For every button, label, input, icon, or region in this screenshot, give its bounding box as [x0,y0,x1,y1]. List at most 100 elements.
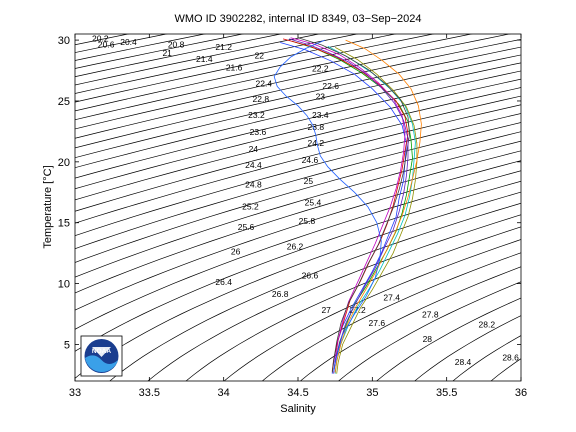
y-tick-label-5: 30 [58,35,70,47]
isopycnal-label-38: 28 [423,334,433,344]
x-tick-label-6: 36 [515,387,527,399]
isopycnal-label-39: 28.2 [479,319,496,329]
profile-line-9 [273,39,382,372]
isopycnal-label-7: 21.6 [226,63,243,73]
isopycnal-label-20: 24.4 [245,160,262,170]
isopycnal-label-22: 24.8 [245,179,262,189]
isopycnal-line-35 [337,281,521,381]
isopycnal-line-25 [75,160,521,311]
isopycnal-label-33: 27 [321,305,331,315]
y-axis-label: Temperature [°C] [42,165,54,248]
x-tick-label-0: 33 [69,387,81,399]
isopycnal-label-9: 22.2 [312,64,329,74]
profile-line-2 [282,38,409,372]
x-axis-ticks: 33 33.5 34 34.5 35 35.5 36 [69,34,527,399]
isopycnal-line-16 [75,78,521,190]
isopycnal-line-28 [75,191,521,379]
isopycnal-line-6 [75,34,359,94]
isopycnal-label-24: 25.2 [242,201,259,211]
isopycnal-line-5 [75,34,321,86]
isopycnal-line-11 [75,38,521,139]
isopycnal-label-32: 26.8 [272,289,289,299]
isopycnal-line-12 [75,46,521,149]
isopycnal-label-2: 20.6 [98,39,115,49]
isopycnal-label-13: 23 [316,92,326,102]
isopycnal-label-0: 20.2 [92,33,109,43]
isopycnal-line-20 [75,113,521,237]
isopycnal-label-8: 22 [255,50,265,60]
isopycnal-label-6: 21.4 [196,54,213,64]
isopycnal-label-18: 24 [249,144,259,154]
y-tick-label-4: 25 [58,96,70,108]
isopycnal-line-27 [75,180,521,352]
y-axis-ticks: 5 10 15 20 25 30 [58,35,521,351]
isopycnal-label-16: 23.6 [250,127,267,137]
isopycnal-line-19 [75,104,521,224]
isopycnal-line-31 [185,226,521,381]
isopycnal-label-27: 25.8 [299,216,316,226]
isopycnal-label-23: 25 [304,176,314,186]
isopycnal-label-29: 26.2 [287,242,304,252]
profile-line-4 [290,37,406,373]
isopycnal-label-17: 23.8 [308,122,325,132]
x-tick-label-3: 34.5 [287,387,308,399]
isopycnal-line-33 [261,252,521,381]
isopycnal-line-30 [147,214,521,381]
isopycnal-label-21: 24.6 [302,155,319,165]
isopycnal-line-18 [75,95,521,212]
y-tick-label-2: 15 [58,218,70,230]
profile-line-0 [280,42,407,374]
isopycnal-line-15 [75,70,521,179]
isopycnal-label-36: 27.6 [369,318,386,328]
isopycnal-label-1: 20.4 [120,37,137,47]
isopycnal-label-40: 28.4 [455,357,472,367]
isopycnal-line-21 [75,122,521,250]
isopycnal-line-8 [75,34,435,112]
profile-line-6 [297,37,410,373]
x-tick-label-4: 35 [366,387,378,399]
isopycnal-label-15: 23.4 [312,110,329,120]
isopycnal-line-9 [75,34,473,121]
density-contours [75,34,521,381]
isopycnal-line-36 [376,297,521,381]
isopycnal-label-11: 22.6 [322,81,339,91]
isopycnal-line-29 [109,202,521,381]
isopycnal-label-41: 28.6 [502,352,519,362]
isopycnal-label-25: 25.4 [305,198,322,208]
isopycnal-line-23 [75,140,521,278]
profile-line-5 [335,47,418,374]
isopycnal-label-12: 22.8 [253,94,270,104]
isopycnal-line-7 [75,34,397,103]
y-tick-label-0: 5 [64,339,70,351]
profile-line-8 [288,38,409,374]
isopycnal-line-22 [75,131,521,263]
isopycnal-line-24 [75,150,521,294]
isopycnal-line-14 [75,62,521,169]
x-tick-label-2: 34 [218,387,230,399]
y-tick-label-1: 10 [58,279,70,291]
x-tick-label-1: 33.5 [139,387,160,399]
chart-title: WMO ID 3902282, internal ID 8349, 03−Sep… [174,13,421,25]
noaa-logo-icon: NOAA [80,335,123,377]
isopycnal-label-19: 24.2 [308,138,325,148]
x-tick-label-5: 35.5 [436,387,457,399]
isopycnal-label-37: 27.8 [422,310,439,320]
isopycnal-label-10: 22.4 [256,78,273,88]
y-tick-label-3: 20 [58,157,70,169]
isopycnal-label-28: 26 [231,246,241,256]
isopycnal-label-3: 20.8 [168,39,185,49]
x-axis-label: Salinity [280,403,316,415]
profile-line-7 [334,39,422,373]
isopycnal-line-32 [223,239,521,381]
profile-series [273,37,422,374]
isopycnal-label-26: 25.6 [238,222,255,232]
isopycnal-label-5: 21.2 [215,42,232,52]
noaa-logo-text: NOAA [92,348,111,355]
isopycnal-line-10 [75,34,512,130]
isopycnal-label-14: 23.2 [248,110,265,120]
isopycnal-label-30: 26.4 [215,277,232,287]
isopycnal-line-34 [299,266,521,381]
isopycnal-label-4: 21 [162,48,172,58]
